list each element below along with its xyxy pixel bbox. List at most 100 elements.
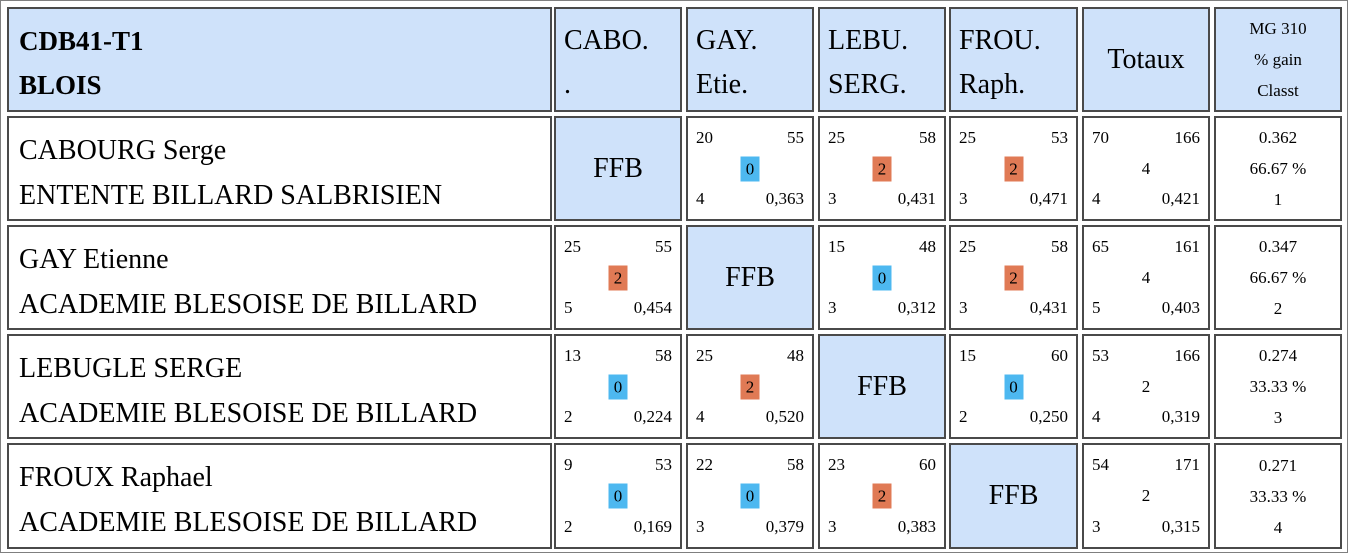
win-badge: 2	[872, 483, 892, 509]
total-average: 0,319	[1161, 407, 1200, 426]
win-badge: 2	[608, 265, 628, 290]
loss-badge: 0	[872, 265, 892, 290]
column-header-line1: GAY.	[696, 25, 758, 56]
match-points-scored: 25	[959, 128, 976, 147]
column-header-line2: SERG.	[828, 69, 907, 100]
totals-cell: 54 171 2 3 0,315	[1082, 443, 1210, 549]
mg-average: 0.274	[1258, 346, 1298, 365]
loss-badge: 0	[740, 156, 760, 181]
match-points-scored: 22	[696, 455, 713, 474]
match-average: 0,250	[1029, 407, 1068, 426]
player-name: FROUX Raphael	[19, 462, 213, 493]
match-score-cell: 25 48 2 4 0,520	[686, 334, 814, 439]
match-best-series: 3	[828, 298, 837, 317]
total-best-series: 5	[1092, 298, 1101, 317]
rank-label: Classt	[1257, 81, 1299, 100]
match-score-cell: 15 60 0 2 0,250	[949, 334, 1078, 439]
mg-result-cell: 0.274 33.33 % 3	[1214, 334, 1342, 439]
total-innings: 161	[1174, 237, 1201, 256]
match-average: 0,383	[897, 517, 936, 536]
ranking: 3	[1273, 408, 1283, 427]
match-average: 0,431	[897, 189, 936, 208]
ranking: 2	[1273, 299, 1283, 318]
column-header-line2: Raph.	[959, 69, 1026, 100]
loss-badge: 0	[1004, 374, 1023, 399]
column-header-line2: Etie.	[696, 69, 749, 100]
match-score-cell: 20 55 0 4 0,363	[686, 116, 814, 221]
column-header-line2: .	[564, 69, 571, 100]
ffb-self-cell: FFB	[686, 225, 814, 330]
match-average: 0,520	[765, 407, 804, 426]
match-points-scored: 23	[828, 455, 845, 474]
ffb-self-cell: FFB	[949, 443, 1078, 549]
column-header-line1: CABO.	[564, 25, 649, 56]
match-innings: 60	[919, 455, 936, 474]
total-average: 0,403	[1161, 298, 1200, 317]
total-match-points: 4	[1141, 158, 1151, 178]
match-points-scored: 13	[564, 346, 581, 365]
mg-average: 0.271	[1258, 455, 1298, 475]
player-club: ACADEMIE BLESOISE DE BILLARD	[19, 507, 478, 538]
player-club: ENTENTE BILLARD SALBRISIEN	[19, 180, 443, 211]
gain-percent: 66.67 %	[1249, 159, 1307, 178]
table-title: CDB41-T1 BLOIS	[7, 7, 552, 112]
match-points-scored: 25	[828, 128, 845, 147]
match-score-cell: 13 58 0 2 0,224	[554, 334, 682, 439]
match-innings: 48	[919, 237, 936, 256]
gain-percent: 33.33 %	[1249, 377, 1307, 396]
match-average: 0,471	[1029, 189, 1068, 208]
match-innings: 58	[1051, 237, 1068, 256]
match-score-cell: 22 58 0 3 0,379	[686, 443, 814, 549]
mg-result-cell: 0.362 66.67 % 1	[1214, 116, 1342, 221]
total-best-series: 4	[1092, 407, 1101, 426]
player-name: LEBUGLE SERGE	[19, 353, 243, 384]
column-header-player: GAY. Etie.	[686, 7, 814, 112]
match-score-cell: 25 53 2 3 0,471	[949, 116, 1078, 221]
total-average: 0,315	[1161, 517, 1200, 536]
gain-label: % gain	[1254, 50, 1302, 69]
loss-badge: 0	[608, 483, 628, 509]
total-innings: 166	[1174, 346, 1201, 365]
match-best-series: 3	[828, 517, 837, 536]
total-best-series: 4	[1092, 189, 1101, 208]
match-points-scored: 25	[696, 346, 713, 365]
match-points-scored: 15	[828, 237, 845, 256]
match-score-cell: 23 60 2 3 0,383	[818, 443, 946, 549]
ranking: 1	[1273, 190, 1283, 209]
match-points-scored: 15	[959, 346, 976, 365]
total-best-series: 3	[1092, 517, 1101, 536]
match-innings: 60	[1051, 346, 1068, 365]
gain-percent: 33.33 %	[1249, 486, 1307, 506]
total-points-scored: 53	[1092, 346, 1109, 365]
match-innings: 58	[787, 455, 804, 474]
mg-result-cell: 0.347 66.67 % 2	[1214, 225, 1342, 330]
match-best-series: 3	[959, 189, 968, 208]
match-points-scored: 9	[564, 455, 573, 474]
ffb-self-cell: FFB	[818, 334, 946, 439]
gain-percent: 66.67 %	[1249, 268, 1307, 287]
match-best-series: 4	[696, 189, 705, 208]
mg-label: MG 310	[1249, 19, 1307, 38]
total-points-scored: 70	[1092, 128, 1109, 147]
match-best-series: 2	[564, 407, 573, 426]
totals-cell: 65 161 4 5 0,403	[1082, 225, 1210, 330]
match-innings: 53	[655, 455, 672, 474]
match-average: 0,454	[633, 298, 672, 317]
match-score-cell: 9 53 0 2 0,169	[554, 443, 682, 549]
match-best-series: 4	[696, 407, 705, 426]
match-innings: 48	[787, 346, 804, 365]
match-best-series: 3	[959, 298, 968, 317]
player-name: CABOURG Serge	[19, 135, 227, 166]
loss-badge: 0	[740, 483, 760, 509]
column-header-player: FROU. Raph.	[949, 7, 1078, 112]
loss-badge: 0	[608, 374, 628, 399]
match-best-series: 5	[564, 298, 573, 317]
column-header-player: CABO..	[554, 7, 682, 112]
player-cell: CABOURG Serge ENTENTE BILLARD SALBRISIEN	[7, 116, 552, 221]
mg-result-cell: 0.271 33.33 % 4	[1214, 443, 1342, 549]
win-badge: 2	[872, 156, 892, 181]
match-average: 0,379	[765, 517, 804, 536]
player-club: ACADEMIE BLESOISE DE BILLARD	[19, 289, 478, 320]
player-cell: FROUX Raphael ACADEMIE BLESOISE DE BILLAR…	[7, 443, 552, 549]
match-average: 0,431	[1029, 298, 1068, 317]
